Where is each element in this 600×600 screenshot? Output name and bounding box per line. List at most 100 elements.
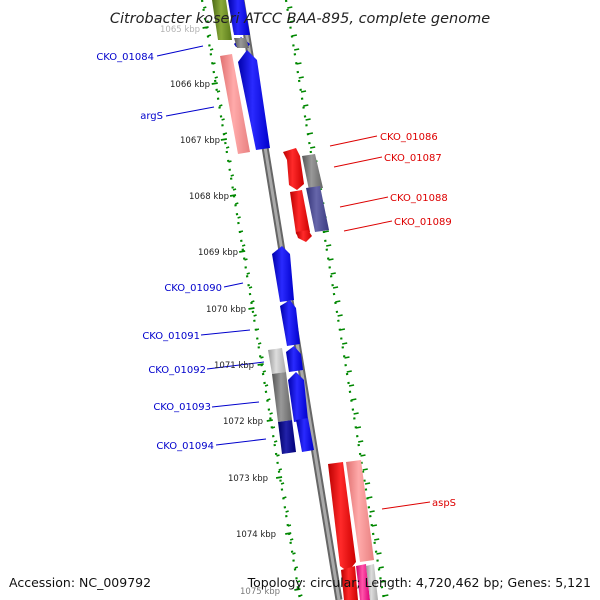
ruler-minor-tick [294,566,299,569]
gene-label-CKO_01094[interactable]: CKO_01094 [156,441,214,452]
gene-label-argS[interactable]: argS [140,111,163,122]
ruler-minor-tick [203,6,207,9]
ruler-minor-tick [251,300,255,303]
gene-label-aspS[interactable]: aspS [432,498,456,509]
ruler-minor-tick [260,356,264,359]
ruler-minor-tick [292,552,296,555]
ruler-major-tick [275,476,283,479]
grey-feature-CKO_01093 [272,372,292,422]
blue-feature-CKO_01091 [280,300,300,346]
ruler-minor-tick [241,244,246,247]
tick-label-1070: 1070 kbp [206,305,246,315]
ruler-minor-tick [339,328,346,331]
red-feature-bottom [341,566,358,600]
gene-labels-left: CKO_01084 argS CKO_01090 CKO_01091 CKO_0… [96,52,222,452]
ruler-minor-tick [296,580,301,583]
ruler-minor-tick [369,510,375,513]
ruler-minor-tick [367,496,373,499]
gene-label-CKO_01092[interactable]: CKO_01092 [148,365,206,376]
tick-layer [202,6,389,597]
ruler-minor-tick [237,216,241,219]
gene-label-CKO_01086[interactable]: CKO_01086 [380,132,438,143]
ruler-minor-tick [216,90,221,93]
ruler-minor-tick [246,272,251,275]
ruler-minor-tick [207,34,212,37]
ruler-major-tick [257,363,264,366]
ruler-minor-tick [351,398,357,401]
tick-label-1074: 1074 kbp [236,530,276,540]
ruler-minor-tick [353,412,359,415]
ruler-major-tick [211,82,218,85]
ruler-minor-tick [219,104,223,107]
magenta-feature-bottom [356,564,370,600]
ruler-minor-tick [300,90,307,93]
gene-label-CKO_01091[interactable]: CKO_01091 [142,331,200,342]
ruler-minor-tick [337,314,343,317]
ruler-minor-tick [303,104,309,107]
tick-label-1073: 1073 kbp [228,474,268,484]
ruler-minor-tick [264,384,269,387]
blue-feature-CKO_01094 [296,418,314,452]
ruler-minor-tick [298,76,304,79]
ruler-minor-tick [364,482,371,485]
ruler-minor-tick [296,62,302,65]
ruler-major-tick [229,194,237,197]
ruler-minor-tick [269,412,273,415]
ruler-minor-tick [235,202,239,205]
grey-feature-top [234,38,249,48]
ruler-minor-tick [360,454,366,457]
ruler-minor-tick [209,48,214,51]
blue-feature-arg [238,50,270,150]
ruler-minor-tick [380,580,387,583]
slate-feature-CKO_01089 [306,186,329,232]
ruler-minor-tick [328,258,334,261]
ruler-minor-tick [348,384,355,387]
tick-label-1067: 1067 kbp [180,136,220,146]
ruler-minor-tick [214,76,218,79]
ruler-major-tick [220,138,228,141]
ruler-minor-tick [358,440,364,443]
ruler-minor-tick [273,440,278,443]
blue-feature-CKO_01092 [286,346,303,372]
pink-feature-aspS [346,460,374,562]
pink-feature-arg [220,54,250,154]
gene-label-CKO_01088[interactable]: CKO_01088 [390,193,448,204]
ruler-minor-tick [232,188,237,191]
ruler-major-tick [202,26,209,29]
ruler-minor-tick [221,118,225,121]
grey-feature-CKO_01087 [302,154,323,190]
gene-label-CKO_01089[interactable]: CKO_01089 [394,217,452,228]
ruler-minor-tick [335,300,341,303]
accession-text: Accession: NC_009792 [9,575,151,590]
ruler-minor-tick [212,62,216,65]
ruler-minor-tick [344,356,350,359]
ruler-minor-tick [378,566,384,569]
ruler-minor-tick [299,594,303,597]
gene-label-CKO_01087[interactable]: CKO_01087 [384,153,442,164]
gene-label-CKO_01084[interactable]: CKO_01084 [96,52,154,63]
ruler-minor-tick [355,426,362,429]
ruler-minor-tick [205,20,209,23]
ruler-minor-tick [287,6,293,9]
blue-feature-CKO_01093 [288,372,308,422]
olive-feature [212,0,232,40]
ruler-minor-tick [255,328,260,331]
red-arrow-CKO_01089 [296,230,312,242]
ruler-minor-tick [239,230,244,233]
gene-label-CKO_01093[interactable]: CKO_01093 [153,402,211,413]
ruler-minor-tick [383,594,389,597]
ruler-minor-tick [374,538,380,541]
ruler-minor-tick [287,524,292,527]
ruler-minor-tick [307,132,314,135]
tick-labels: 1065 kbp 1066 kbp 1067 kbp 1068 kbp 1069… [160,25,280,597]
ruler-minor-tick [276,454,280,457]
ruler-minor-tick [326,244,332,247]
ruler-minor-tick [248,286,253,289]
ruler-minor-tick [371,524,378,527]
ruler-minor-tick [253,314,257,317]
gene-label-CKO_01090[interactable]: CKO_01090 [164,283,222,294]
red-feature-aspS [328,462,356,572]
ruler-minor-tick [283,496,287,499]
tick-label-1072: 1072 kbp [223,417,263,427]
